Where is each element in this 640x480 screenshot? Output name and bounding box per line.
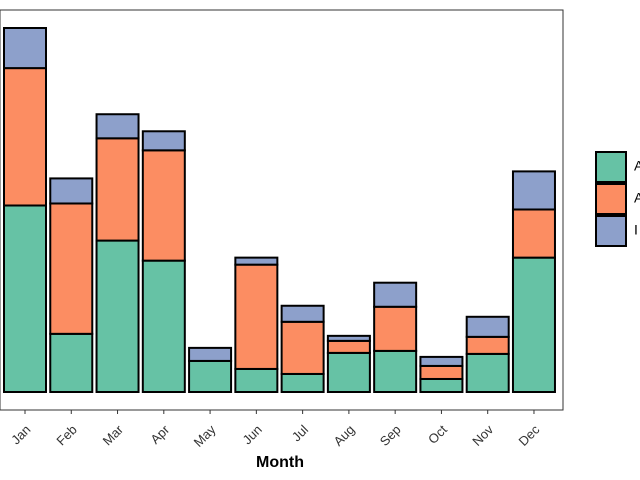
bar-mar-series-3 — [95, 113, 140, 140]
bar-mar-series-1 — [95, 239, 140, 393]
bar-oct-series-1 — [419, 377, 464, 393]
x-tick-label: Oct — [425, 422, 450, 447]
bar-sep-series-1 — [373, 349, 418, 394]
x-axis-title: Month — [256, 454, 304, 471]
bar-feb-series-3 — [49, 177, 94, 205]
x-tick-label: Sep — [377, 422, 404, 449]
bar-jun-series-1 — [234, 367, 279, 394]
bar-sep-series-3 — [373, 281, 418, 308]
bar-feb-series-2 — [49, 202, 94, 335]
bar-jan-series-1 — [3, 204, 47, 393]
bar-apr-series-1 — [141, 259, 186, 394]
x-tick-label: Apr — [147, 421, 172, 446]
bar-nov-series-3 — [465, 315, 510, 338]
legend-label-1: A — [634, 158, 640, 174]
bar-feb-series-1 — [49, 332, 94, 393]
legend-label-2: A — [634, 190, 640, 206]
x-tick-label: Jun — [239, 422, 264, 447]
bar-jul-series-3 — [280, 304, 325, 323]
legend-key-1 — [595, 151, 627, 183]
bar-aug-series-1 — [326, 351, 371, 394]
bar-nov-series-1 — [465, 352, 510, 393]
bar-aug-series-3 — [326, 334, 371, 342]
bar-oct-series-2 — [419, 364, 464, 380]
bar-jan-series-3 — [3, 27, 47, 70]
bar-mar-series-2 — [95, 137, 140, 242]
bar-jan-series-2 — [3, 67, 47, 207]
bar-sep-series-2 — [373, 305, 418, 352]
bar-nov-series-2 — [465, 335, 510, 355]
legend-label-3: I — [634, 222, 638, 238]
x-tick-label: Jul — [289, 422, 311, 444]
bar-aug-series-2 — [326, 339, 371, 354]
bar-jul-series-1 — [280, 372, 325, 394]
x-tick-label: Nov — [469, 422, 496, 449]
bar-may-series-3 — [188, 346, 233, 362]
x-tick-label: May — [191, 422, 219, 450]
bars-group — [3, 27, 556, 394]
bar-may-series-1 — [188, 359, 233, 394]
legend-key-2 — [595, 183, 627, 215]
bar-jul-series-2 — [280, 320, 325, 375]
legend-key-3 — [595, 215, 627, 247]
x-tick-label: Mar — [100, 421, 127, 448]
bar-apr-series-3 — [141, 130, 186, 152]
bar-apr-series-2 — [141, 149, 186, 262]
legend: AAI — [595, 151, 640, 247]
bar-jun-series-2 — [234, 263, 279, 370]
x-tick-label: Dec — [516, 422, 543, 449]
bar-dec-series-1 — [511, 256, 556, 393]
x-tick-label: Feb — [53, 422, 79, 448]
x-tick-label: Jan — [8, 422, 33, 447]
bar-dec-series-3 — [511, 170, 556, 211]
bar-oct-series-3 — [419, 355, 464, 367]
bar-dec-series-2 — [511, 208, 556, 259]
x-axis-ticks: Jan Feb Mar Apr May Jun Jul Aug Sep Oct Nov Dec — [8, 410, 543, 450]
bar-jun-series-3 — [234, 256, 279, 266]
x-tick-label: Aug — [330, 422, 357, 449]
